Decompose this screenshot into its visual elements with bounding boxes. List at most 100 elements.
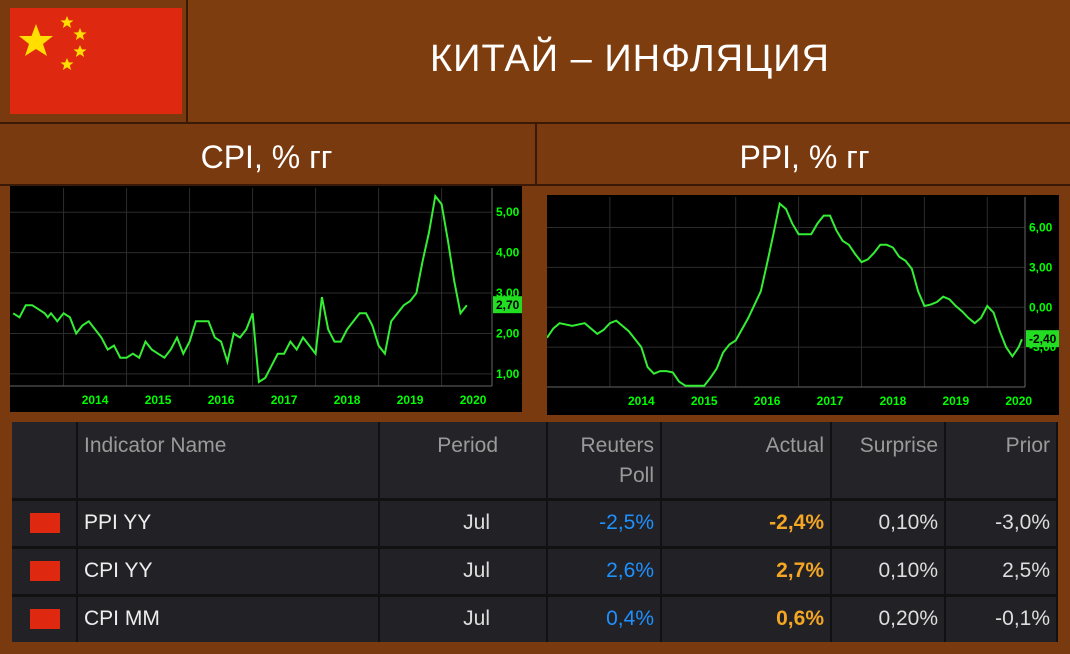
row-period-label: Jul <box>463 511 490 534</box>
divider <box>0 184 1070 186</box>
x-tick-label: 2015 <box>145 393 172 407</box>
row-actual-label: 0,6% <box>776 607 824 630</box>
row-period: Jul <box>380 549 546 594</box>
ppi-chart-svg: 2014 2015 2016 2017 2018 2019 2020 6,00 3,00 0,00… <box>547 197 1059 408</box>
header-actual-label: Actual <box>765 434 824 457</box>
header-name-label: Indicator Name <box>84 434 227 457</box>
row-poll-label: 2,6% <box>606 559 654 582</box>
y-tick-label: 6,00 <box>1029 221 1053 235</box>
last-value-badge <box>493 296 522 314</box>
x-tick-label: 2018 <box>880 394 907 408</box>
ppi-chart: 2014 2015 2016 2017 2018 2019 2020 6,00 3,00 0,00… <box>547 195 1059 415</box>
row-poll: 0,4% <box>548 597 660 642</box>
row-prior: -3,0% <box>946 501 1056 546</box>
x-tick-label: 2014 <box>628 394 655 408</box>
y-tick-label: 4,00 <box>496 246 520 260</box>
cpi-title: CPI, % гг <box>200 139 333 175</box>
row-name: CPI YY <box>78 549 378 594</box>
row-period-label: Jul <box>463 559 490 582</box>
x-tick-label: 2020 <box>1005 394 1032 408</box>
x-tick-label: 2019 <box>397 393 424 407</box>
row-period: Jul <box>380 597 546 642</box>
last-value-label: -2,40 <box>1029 332 1057 346</box>
row-actual: -2,4% <box>662 501 830 546</box>
header-prior[interactable]: Prior <box>946 422 1056 498</box>
y-tick-label: 2,00 <box>496 326 520 340</box>
y-tick-label: 1,00 <box>496 367 520 381</box>
table-header: Indicator Name Period Reuters Poll Actua… <box>12 422 1058 498</box>
indicator-table: Indicator Name Period Reuters Poll Actua… <box>12 422 1058 642</box>
page-title: КИТАЙ – ИНФЛЯЦИЯ <box>430 38 830 80</box>
row-poll: 2,6% <box>548 549 660 594</box>
row-name: CPI MM <box>78 597 378 642</box>
row-prior-label: -3,0% <box>995 511 1050 534</box>
row-name-label: PPI YY <box>84 511 152 534</box>
header-prior-label: Prior <box>1005 434 1050 457</box>
row-period-label: Jul <box>463 607 490 630</box>
china-flag-icon <box>30 609 60 629</box>
row-name-label: CPI YY <box>84 559 153 582</box>
row-prior: 2,5% <box>946 549 1056 594</box>
table-row[interactable]: CPI MM Jul 0,4% 0,6% 0,20% -0,1% <box>12 597 1058 642</box>
x-tick-label: 2017 <box>817 394 844 408</box>
header-actual[interactable]: Actual <box>662 422 830 498</box>
cpi-chart: 2014 2015 2016 2017 2018 2019 2020 5,00 4,00 3,00… <box>10 186 522 412</box>
row-poll-label: -2,5% <box>599 511 654 534</box>
header-period[interactable]: Period <box>380 422 546 498</box>
row-surprise-label: 0,10% <box>878 559 938 582</box>
table-row[interactable]: PPI YY Jul -2,5% -2,4% 0,10% -3,0% <box>12 501 1058 546</box>
row-flag-cell <box>12 501 76 546</box>
china-flag-icon <box>19 16 87 70</box>
title-bar: КИТАЙ – ИНФЛЯЦИЯ <box>186 0 1070 122</box>
row-actual-label: -2,4% <box>769 511 824 534</box>
header-flag-cell <box>12 422 76 498</box>
y-tick-label: 3,00 <box>1029 260 1053 274</box>
row-prior: -0,1% <box>946 597 1056 642</box>
header-poll-label-1: Reuters <box>580 434 654 457</box>
x-tick-label: 2017 <box>271 393 298 407</box>
divider <box>0 122 1070 124</box>
row-surprise: 0,10% <box>832 501 944 546</box>
row-surprise-label: 0,20% <box>878 607 938 630</box>
row-flag-cell <box>12 597 76 642</box>
header-surprise-label: Surprise <box>859 434 938 457</box>
row-surprise-label: 0,10% <box>878 511 938 534</box>
row-prior-label: -0,1% <box>995 607 1050 630</box>
row-actual-label: 2,7% <box>776 559 824 582</box>
row-flag-cell <box>12 549 76 594</box>
china-flag-icon <box>30 513 60 533</box>
header-surprise[interactable]: Surprise <box>832 422 944 498</box>
row-actual: 0,6% <box>662 597 830 642</box>
x-tick-label: 2015 <box>691 394 718 408</box>
x-tick-label: 2016 <box>208 393 235 407</box>
row-surprise: 0,20% <box>832 597 944 642</box>
series-line <box>547 201 1023 387</box>
x-tick-label: 2018 <box>334 393 361 407</box>
last-value-label: 2,70 <box>496 298 520 312</box>
x-tick-label: 2020 <box>460 393 487 407</box>
header-period-label: Period <box>437 434 498 457</box>
x-tick-label: 2019 <box>942 394 969 408</box>
china-flag-icon <box>30 561 60 581</box>
cpi-chart-svg: 2014 2015 2016 2017 2018 2019 20205,004,003,00… <box>10 188 522 407</box>
series-line <box>12 193 468 384</box>
china-flag <box>10 8 182 114</box>
row-period: Jul <box>380 501 546 546</box>
y-tick-label: 0,00 <box>1029 300 1053 314</box>
y-tick-label: 5,00 <box>496 205 520 219</box>
x-tick-label: 2014 <box>82 393 109 407</box>
last-value-badge <box>1026 330 1059 348</box>
row-poll: -2,5% <box>548 501 660 546</box>
header-poll-label-2: Poll <box>618 464 654 487</box>
table-row[interactable]: CPI YY Jul 2,6% 2,7% 0,10% 2,5% <box>12 549 1058 594</box>
row-name: PPI YY <box>78 501 378 546</box>
row-surprise: 0,10% <box>832 549 944 594</box>
header-poll[interactable]: Reuters Poll <box>548 422 660 498</box>
row-prior-label: 2,5% <box>1002 559 1050 582</box>
row-poll-label: 0,4% <box>606 607 654 630</box>
ppi-title: PPI, % гг <box>535 124 1070 184</box>
row-name-label: CPI MM <box>84 607 160 630</box>
header-name[interactable]: Indicator Name <box>78 422 378 498</box>
x-tick-label: 2016 <box>754 394 781 408</box>
row-actual: 2,7% <box>662 549 830 594</box>
